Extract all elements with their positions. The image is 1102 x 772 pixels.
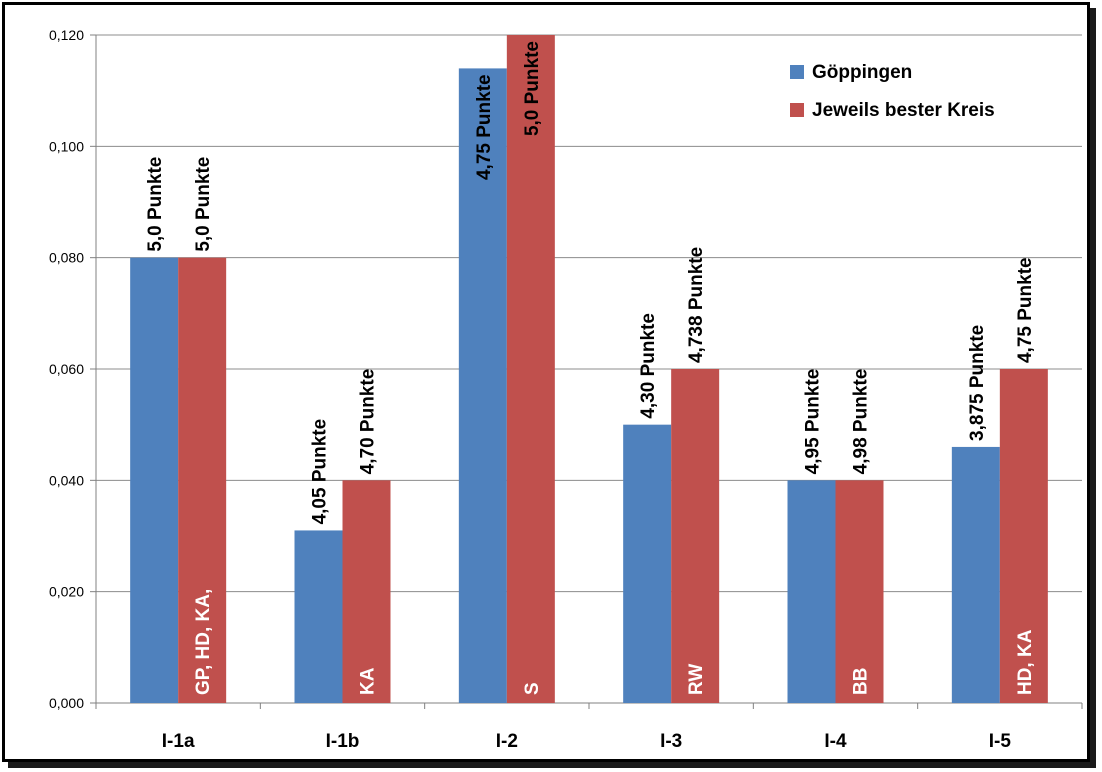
y-tick-label: 0,000	[49, 695, 84, 711]
data-label: 4,75 Punkte	[1015, 257, 1036, 363]
bar-inner-label: HD, KA	[1015, 629, 1036, 695]
data-label: 4,98 Punkte	[851, 369, 872, 475]
bar-bester-kreis	[178, 257, 227, 703]
data-label: 5,0 Punkte	[193, 157, 214, 252]
y-tick-label: 0,020	[49, 584, 84, 600]
data-label: 4,30 Punkte	[638, 313, 659, 419]
data-label: 4,70 Punkte	[358, 369, 379, 475]
bar-inner-label: GP, HD, KA,	[193, 589, 214, 695]
bar-inner-label: KA	[358, 667, 379, 695]
bar-inner-label: RW	[686, 664, 707, 695]
data-label: 4,05 Punkte	[310, 419, 331, 525]
bar-goeppingen	[623, 424, 672, 703]
bar-goeppingen	[458, 68, 507, 703]
x-tick-label: I-2	[496, 731, 518, 752]
y-tick-label: 0,120	[49, 27, 84, 43]
bar-bester-kreis	[506, 35, 555, 703]
bar-bester-kreis	[835, 480, 884, 703]
y-tick-label: 0,080	[49, 250, 84, 266]
bar-goeppingen	[787, 480, 836, 703]
data-label: 5,0 Punkte	[145, 157, 166, 252]
y-tick-label: 0,060	[49, 361, 84, 377]
bar-bester-kreis	[999, 369, 1048, 703]
x-tick-label: I-1a	[162, 731, 195, 752]
data-label: 4,75 Punkte	[474, 74, 495, 180]
legend-swatch	[790, 103, 804, 117]
data-label: 5,0 Punkte	[522, 41, 543, 136]
x-tick-label: I-3	[660, 731, 682, 752]
legend-swatch	[790, 65, 804, 79]
data-label: 4,95 Punkte	[803, 369, 824, 475]
y-tick-label: 0,100	[49, 138, 84, 154]
bar-inner-label: S	[522, 682, 543, 695]
bar-goeppingen	[951, 446, 1000, 703]
legend-label: Göppingen	[812, 62, 912, 83]
bar-goeppingen	[294, 530, 343, 703]
data-label: 3,875 Punkte	[967, 325, 988, 441]
x-tick-label: I-1b	[326, 731, 360, 752]
bar-bester-kreis	[342, 480, 391, 703]
x-tick-label: I-5	[989, 731, 1012, 752]
bar-goeppingen	[130, 257, 179, 703]
bar-bester-kreis	[671, 369, 720, 703]
bar-inner-label: BB	[851, 668, 872, 695]
y-tick-label: 0,040	[49, 472, 84, 488]
x-tick-label: I-4	[824, 731, 847, 752]
legend-label: Jeweils bester Kreis	[812, 100, 995, 121]
data-label: 4,738 Punkte	[686, 247, 707, 363]
